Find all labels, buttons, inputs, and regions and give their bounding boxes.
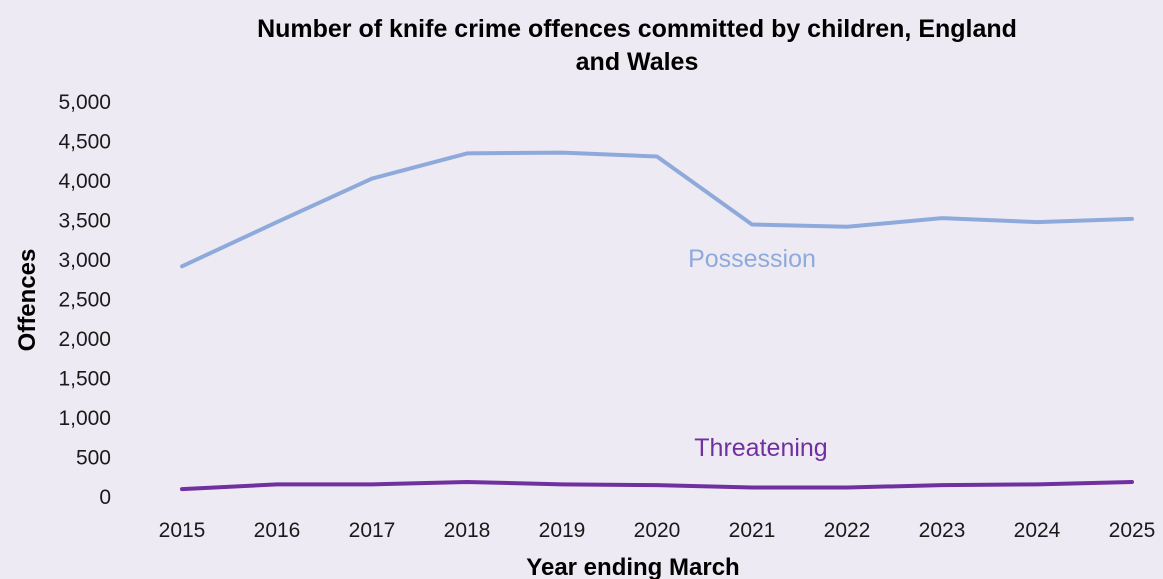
y-axis: 0 500 1,000 1,500 2,000 2,500 3,000 3,500 4,000 4… [58,91,111,509]
x-axis: 2015 2016 2017 2018 2019 2020 2021 2022 2023 2024… [159,519,1156,542]
x-tick-label: 2017 [349,519,396,542]
y-tick-label: 500 [76,447,111,470]
x-tick-label: 2023 [919,519,966,542]
y-tick-label: 4,000 [58,170,111,193]
x-tick-label: 2022 [824,519,871,542]
x-tick-label: 2018 [444,519,491,542]
series-line-threatening [180,480,1134,492]
y-tick-label: 2,500 [58,289,111,312]
y-tick-label: 3,500 [58,210,111,233]
y-tick-label: 4,500 [58,131,111,154]
chart-title: Number of knife crime offences committed… [257,15,1017,76]
chart-title-line-2: and Wales [576,48,699,76]
x-tick-label: 2015 [159,519,206,542]
x-axis-title: Year ending March [526,554,739,579]
y-tick-label: 3,000 [58,249,111,272]
y-tick-label: 1,500 [58,368,111,391]
x-tick-label: 2025 [1109,519,1156,542]
x-tick-label: 2021 [729,519,776,542]
series-label-possession: Possession [688,245,816,273]
x-tick-label: 2016 [254,519,301,542]
series-line-possession [180,150,1134,269]
series-label-threatening: Threatening [694,434,827,462]
chart-title-line-1: Number of knife crime offences committed… [257,15,1017,43]
y-tick-label: 0 [99,486,111,509]
series-labels: Possession Threatening [688,245,828,462]
y-axis-title: Offences [14,249,41,352]
series-lines [180,150,1134,492]
x-tick-label: 2024 [1014,519,1061,542]
y-tick-label: 5,000 [58,91,111,114]
x-tick-label: 2019 [539,519,586,542]
y-tick-label: 2,000 [58,328,111,351]
x-tick-label: 2020 [634,519,681,542]
y-tick-label: 1,000 [58,407,111,430]
